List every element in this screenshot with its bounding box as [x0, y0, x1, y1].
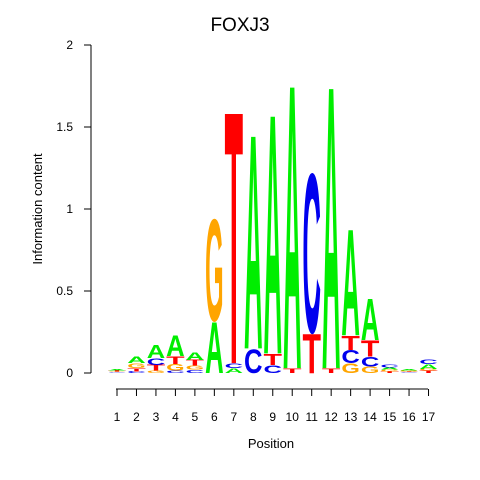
- logo-letter-a: A: [166, 329, 185, 362]
- logo-letter-g: G: [127, 362, 145, 370]
- logo-letter-t: T: [225, 36, 243, 440]
- x-tick-label: 6: [211, 410, 218, 424]
- logo-letter-t: T: [380, 371, 399, 374]
- logo-letter-c: C: [166, 370, 185, 374]
- logo-letter-t: T: [166, 354, 185, 367]
- logo-letter-g: G: [361, 365, 380, 375]
- logo-letter-a: A: [419, 363, 438, 371]
- logo-letter-a: A: [380, 367, 399, 371]
- logo-letter-t: T: [127, 367, 146, 372]
- logo-letter-t: T: [361, 336, 380, 362]
- logo-letter-g: G: [147, 370, 165, 374]
- logo-letter-g: G: [341, 361, 359, 377]
- x-tick-label: 12: [324, 410, 338, 424]
- logo-letter-t: T: [264, 351, 283, 369]
- logo-letter-g: G: [186, 364, 205, 371]
- chart-title: FOXJ3: [210, 15, 269, 36]
- logo-letter-t: T: [147, 363, 166, 372]
- logo-letter-a: A: [322, 1, 340, 454]
- logo-letter-t: T: [400, 371, 418, 372]
- logo-letter-g: G: [400, 370, 418, 372]
- logo-letter-t: T: [302, 322, 321, 386]
- logo-letter-g: G: [380, 369, 398, 372]
- x-tick-label: 8: [250, 410, 257, 424]
- x-axis: 1 2 3 4 5 6 7 8 9 10 11 12 13 14 15 16 17: [114, 388, 436, 424]
- logo-letter-c: C: [127, 371, 145, 374]
- logo-letter-c: C: [400, 372, 418, 373]
- x-tick-label: 4: [172, 410, 179, 424]
- logo-letter-a: A: [400, 369, 418, 371]
- logo-letter-a: A: [361, 287, 380, 353]
- x-tick-label: 11: [305, 410, 318, 424]
- y-tick-label: 1: [66, 202, 73, 216]
- logo-letter-g: G: [205, 189, 223, 352]
- logo-letter-a: A: [108, 369, 126, 371]
- x-tick-label: 10: [286, 410, 300, 424]
- y-tick-label: 2: [66, 38, 73, 52]
- logo-letter-c: C: [147, 357, 166, 367]
- logo-letter-a: A: [283, 0, 302, 456]
- x-tick-label: 17: [422, 410, 436, 424]
- logo-letter-c: C: [302, 127, 320, 381]
- logo-letter-a: A: [127, 356, 146, 366]
- logo-letter-c: C: [225, 362, 244, 370]
- logo-letter-a: A: [264, 42, 282, 427]
- x-tick-label: 3: [153, 410, 160, 424]
- logo-letter-c: C: [361, 354, 380, 369]
- x-tick-label: 2: [133, 410, 140, 424]
- logo-letter-a: A: [147, 342, 165, 362]
- logo-letter-c: C: [186, 369, 204, 374]
- x-tick-label: 1: [114, 410, 121, 424]
- logo-letter-c: C: [419, 358, 438, 366]
- logo-letter-c: C: [244, 344, 263, 381]
- y-tick-label: 0.5: [56, 284, 73, 298]
- x-tick-label: 7: [230, 410, 237, 424]
- logo-letter-t: T: [322, 367, 341, 375]
- logo-letter-a: A: [341, 199, 359, 369]
- logo-letter-c: C: [341, 347, 359, 367]
- y-tick-label: 0: [66, 366, 73, 380]
- x-tick-label: 16: [402, 410, 416, 424]
- logo-letter-a: A: [225, 367, 244, 375]
- logo-letter-c: C: [380, 363, 398, 368]
- logo-letter-g: G: [108, 371, 126, 372]
- logo-letter-t: T: [341, 333, 360, 355]
- x-tick-label: 14: [363, 410, 377, 424]
- y-axis-label: Information content: [30, 153, 45, 265]
- logo-letter-t: T: [283, 367, 302, 375]
- logo-letter-c: C: [108, 372, 126, 373]
- x-tick-label: 15: [383, 410, 397, 424]
- logo-letter-t: T: [108, 370, 126, 372]
- y-axis: 0 0.5 1 1.5 2: [56, 38, 92, 380]
- x-tick-label: 9: [269, 410, 276, 424]
- logo-letter-t: T: [186, 358, 205, 367]
- logo-letter-t: T: [419, 370, 437, 374]
- y-tick-label: 1.5: [56, 120, 73, 134]
- x-tick-label: 5: [192, 410, 199, 424]
- logo-letter-c: C: [264, 363, 282, 376]
- logo-letter-a: A: [205, 308, 223, 389]
- logo-letter-a: A: [186, 350, 204, 363]
- x-tick-label: 13: [344, 410, 358, 424]
- logo-letter-g: G: [419, 369, 437, 372]
- logo-letter-g: G: [166, 362, 185, 372]
- x-axis-label: Position: [248, 436, 294, 451]
- logo-letter-a: A: [244, 71, 262, 415]
